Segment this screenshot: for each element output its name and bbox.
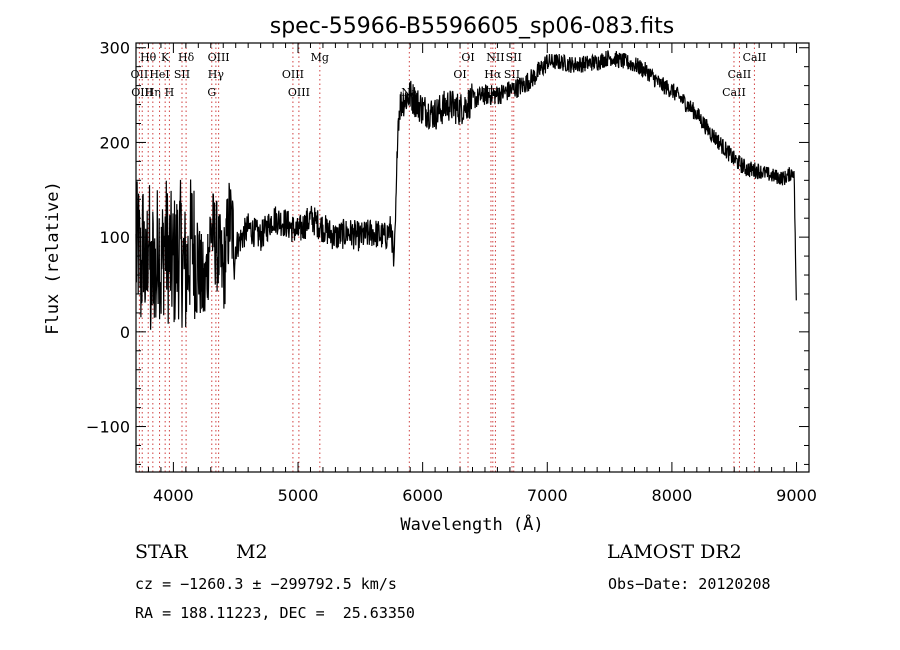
marker-label-2: Hθ xyxy=(140,51,157,64)
marker-label-22: SII xyxy=(506,51,522,64)
marker-label-3: Hη xyxy=(145,86,161,99)
x-tick-label: 4000 xyxy=(153,486,194,505)
marker-label-9: G xyxy=(207,86,216,99)
marker-label-5: K xyxy=(161,51,170,64)
object-subclass: M2 xyxy=(236,541,268,563)
marker-label-20: NII xyxy=(486,51,504,64)
y-axis-label: Flux (relative) xyxy=(43,181,63,335)
marker-label-7: SII xyxy=(174,68,190,81)
y-tick-label: 300 xyxy=(99,39,130,58)
marker-label-6: H xyxy=(165,86,175,99)
chart-title: spec-55966-B5596605_sp06-083.fits xyxy=(270,14,675,39)
marker-label-13: OIII xyxy=(288,86,310,99)
marker-label-0: OII xyxy=(131,68,149,81)
marker-label-21: SII xyxy=(504,68,520,81)
marker-label-10: Hγ xyxy=(208,68,225,81)
obs-date: Obs−Date: 20120208 xyxy=(608,575,771,593)
redshift-line: cz = −1260.3 ± −299792.5 km/s xyxy=(135,575,397,593)
y-tick-label: −100 xyxy=(86,418,130,437)
x-tick-label: 7000 xyxy=(527,486,568,505)
marker-label-19: Hα xyxy=(484,68,502,81)
x-axis-label: Wavelength (Å) xyxy=(400,513,543,535)
spectrum-line xyxy=(135,50,797,330)
marker-label-8: Hδ xyxy=(178,51,195,64)
marker-label-25: CaII xyxy=(743,51,767,64)
marker-label-24: CaII xyxy=(728,68,752,81)
marker-label-16: OI xyxy=(453,68,466,81)
x-tick-label: 6000 xyxy=(402,486,443,505)
y-tick-label: 200 xyxy=(99,133,130,152)
object-class: STAR xyxy=(135,541,188,563)
y-tick-label: 0 xyxy=(120,323,130,342)
x-tick-label: 9000 xyxy=(776,486,817,505)
line-markers: OIIOIIIHθHηHeIKHSIIHδGHγOIIIOIIIOIIIMgNa… xyxy=(131,43,767,472)
marker-label-12: OIII xyxy=(282,68,304,81)
marker-label-17: OI xyxy=(461,51,474,64)
marker-label-11: OIII xyxy=(208,51,230,64)
survey-name: LAMOST DR2 xyxy=(607,541,742,563)
coordinates: RA = 188.11223, DEC = 25.63350 xyxy=(135,604,415,622)
plot-frame xyxy=(135,42,810,473)
x-axis-ticks: 4000 5000 6000 7000 8000 9000 xyxy=(147,43,817,505)
y-axis-ticks: −100 0 100 200 300 xyxy=(86,39,809,465)
y-tick-label: 100 xyxy=(99,228,130,247)
marker-label-14: Mg xyxy=(311,51,329,64)
x-tick-label: 8000 xyxy=(652,486,693,505)
marker-label-4: HeI xyxy=(149,68,169,81)
marker-label-23: CaII xyxy=(722,86,746,99)
x-tick-label: 5000 xyxy=(278,486,319,505)
